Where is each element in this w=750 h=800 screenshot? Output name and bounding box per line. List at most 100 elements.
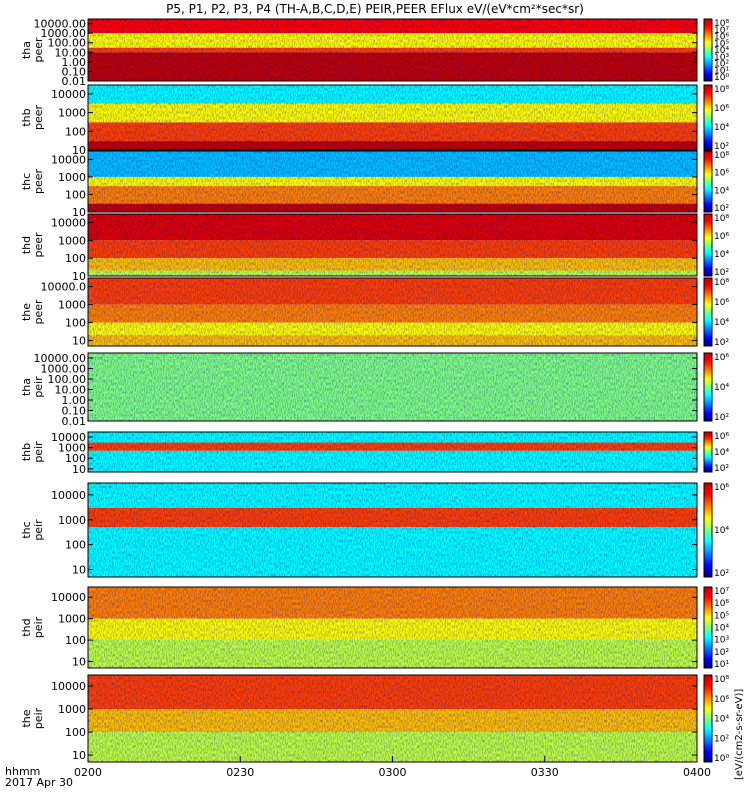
- y-title-line: peir: [32, 616, 45, 638]
- y-tick-label: 0.01: [62, 415, 87, 428]
- panel-frame: [87, 352, 698, 422]
- y-title-line: thc: [20, 521, 33, 538]
- y-title-line: thb: [20, 108, 33, 126]
- y-tick-label: 10: [72, 463, 86, 476]
- y-tick-label: 10.00: [55, 46, 87, 59]
- y-tick-label: 1.00: [62, 56, 87, 69]
- y-title-line: thd: [20, 236, 33, 254]
- noise-texture: [88, 214, 697, 276]
- y-tick-label: 100: [65, 188, 86, 201]
- colorbar-tick-label: 10⁴: [714, 383, 729, 393]
- colorbar-tick-label: 10⁶: [714, 298, 729, 308]
- y-title-line: the: [20, 709, 33, 727]
- y-title-line: tha: [20, 41, 33, 59]
- y-title-line: peir: [32, 441, 45, 463]
- colorbar-tick-label: 10⁸: [714, 278, 729, 288]
- colorbar-tick-label: 10⁴: [714, 318, 729, 328]
- y-tick-label: 10.00: [55, 384, 87, 397]
- noise-texture: [88, 432, 697, 472]
- colorbar-tick-label: 10⁷: [714, 587, 729, 597]
- colorbar-tick-label: 10⁶: [714, 232, 729, 242]
- y-tick-label: 10000: [51, 217, 86, 230]
- colorbar-unit-label: [eV/(cm2-s-sr-eV)]: [734, 689, 745, 780]
- colorbar-tick-label: 10⁴: [714, 186, 729, 196]
- x-date-label: 2017 Apr 30: [5, 776, 73, 789]
- colorbar-tick-label: 10²: [714, 413, 729, 423]
- colorbar: [703, 150, 713, 213]
- chart-title: P5, P1, P2, P3, P4 (TH-A,B,C,D,E) PEIR,P…: [166, 2, 584, 16]
- colorbar-tick-label: 10²: [714, 648, 729, 658]
- colorbar-tick-label: 10⁸: [714, 19, 729, 29]
- colorbar: [703, 213, 713, 277]
- y-title-line: peir: [32, 376, 45, 398]
- y-tick-label: 10000: [51, 489, 86, 502]
- colorbar-tick-label: 10⁸: [714, 85, 729, 95]
- y-title-line: tha: [20, 378, 33, 396]
- colorbar-tick-label: 10⁴: [714, 448, 729, 458]
- colorbar-tick-label: 10²: [714, 569, 729, 579]
- colorbar: [703, 277, 713, 347]
- y-tick-label: 1000: [58, 703, 86, 716]
- colorbar-tick-label: 10³: [714, 636, 729, 646]
- colorbar-tick-label: 10⁶: [714, 695, 729, 705]
- colorbar-tick-label: 10⁰: [714, 73, 729, 83]
- colorbar-tick-label: 10³: [714, 53, 729, 63]
- y-tick-label: 1000: [58, 299, 86, 312]
- y-tick-label: 100.00: [48, 37, 87, 50]
- y-tick-label: 1000: [58, 514, 86, 527]
- colorbar-tick-label: 10⁴: [714, 526, 729, 536]
- y-tick-label: 100: [65, 539, 86, 552]
- y-tick-label: 100: [65, 726, 86, 739]
- colorbar-tick-label: 10⁴: [714, 123, 729, 133]
- colorbar: [703, 18, 713, 82]
- colorbar: [703, 352, 713, 422]
- colorbar-tick-label: 10⁷: [714, 26, 729, 36]
- panel-thc-peer: 10000 1000 100 10 thc peer 10⁸ 10⁶ 10⁴ 10²: [20, 150, 729, 219]
- colorbar-tick-label: 10⁴: [714, 250, 729, 260]
- y-title-line: peer: [32, 232, 45, 258]
- colorbar-tick-label: 10⁸: [714, 151, 729, 161]
- y-title-line: peer: [32, 105, 45, 131]
- x-corner-label: hhmm: [5, 765, 40, 778]
- y-tick-label: 10: [72, 206, 86, 219]
- colorbar-tick-label: 10²: [714, 268, 729, 278]
- panel-thd-peir: 10000 1000 100 10 thd peir 10⁷ 10⁶ 10⁵ 10⁴ 10³ 10² 1…: [20, 586, 729, 670]
- x-tick-label: 0200: [74, 766, 102, 779]
- panel-the-peir: 10000 1000 100 10 the peir 10⁸ 10⁶ 10⁴ 10² 10⁰: [20, 674, 729, 764]
- noise-texture: [88, 675, 697, 762]
- y-tick-label: 1000: [58, 442, 86, 455]
- colorbar-tick-label: 10⁶: [714, 599, 729, 609]
- noise-texture: [88, 353, 697, 421]
- colorbar-tick-label: 10⁶: [714, 169, 729, 179]
- colorbar-tick-label: 10⁸: [714, 214, 729, 224]
- colorbar-tick-label: 10⁵: [714, 611, 729, 621]
- y-title-line: peer: [32, 169, 45, 195]
- y-title-line: the: [20, 303, 33, 321]
- y-title-line: thd: [20, 618, 33, 636]
- y-tick-label: 1000: [58, 234, 86, 247]
- y-tick-label: 1000: [58, 171, 86, 184]
- x-tick-label: 0230: [226, 766, 254, 779]
- x-tick-label: 0400: [683, 766, 711, 779]
- colorbar-tick-label: 10⁴: [714, 624, 729, 634]
- x-tick-label: 0300: [379, 766, 407, 779]
- colorbar-tick-label: 10⁸: [714, 675, 729, 685]
- y-title-line: thb: [20, 443, 33, 461]
- colorbar: [703, 84, 713, 151]
- panel-frame: [87, 84, 698, 151]
- y-tick-label: 0.10: [62, 65, 87, 78]
- colorbar-tick-label: 10⁴: [714, 715, 729, 725]
- colorbar-tick-label: 10⁰: [714, 754, 729, 764]
- y-tick-label: 1000.00: [41, 27, 87, 40]
- colorbar-tick-label: 10⁵: [714, 39, 729, 49]
- colorbar-tick-label: 10⁶: [714, 483, 729, 493]
- noise-texture: [88, 151, 697, 212]
- panel-thd-peer: 10000 1000 100 10 thd peer 10⁸ 10⁶ 10⁴ 10²: [20, 213, 729, 283]
- panels: 10000.001000.00100.0010.001.000.100.01th…: [20, 18, 729, 764]
- colorbar-tick-label: 10²: [714, 464, 729, 474]
- x-tick-label: 0330: [531, 766, 559, 779]
- y-tick-label: 10000: [51, 431, 86, 444]
